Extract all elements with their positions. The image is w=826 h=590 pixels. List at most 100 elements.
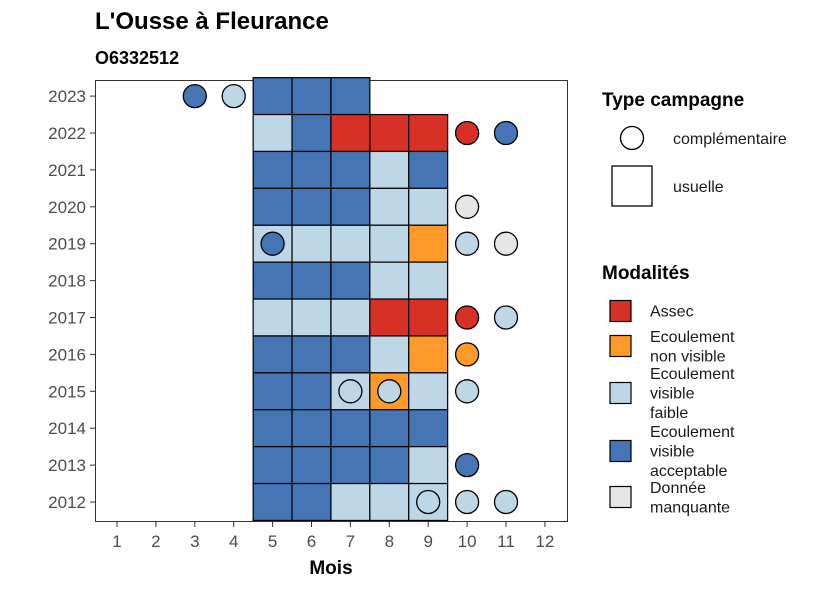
- y-tick-label: 2013: [48, 456, 86, 475]
- x-tick-label: 1: [112, 532, 121, 551]
- tile-2013-5: [252, 446, 293, 485]
- tile-2016-9: [408, 335, 449, 374]
- y-tick-label: 2021: [48, 161, 86, 180]
- legend-label-assec: Assec: [650, 304, 694, 321]
- point-2012-10: [454, 489, 480, 515]
- tile-2020-5: [252, 187, 293, 226]
- tile-2012-5: [252, 482, 293, 522]
- x-tick-label: 9: [423, 532, 432, 551]
- tile-2012-7: [330, 482, 371, 522]
- tile-2019-6: [291, 224, 332, 263]
- legend-swatch-assec: [609, 299, 632, 323]
- point-2022-11: [493, 120, 519, 146]
- legend-label-line: manquante: [650, 499, 730, 516]
- tile-2014-9: [408, 409, 449, 448]
- x-tick-label: 3: [190, 532, 199, 551]
- legend-label-ecoul_vf: Ecoulement visible faible: [650, 366, 735, 422]
- legend-swatch-nd: [609, 485, 632, 509]
- tile-2022-7: [330, 113, 371, 153]
- y-tick-label: 2015: [48, 382, 86, 401]
- tile-2018-6: [291, 261, 332, 300]
- tile-2015-9: [408, 372, 449, 411]
- tile-2014-8: [369, 409, 410, 448]
- point-2015-8: [377, 379, 402, 404]
- y-tick-label: 2020: [48, 198, 86, 217]
- tile-2017-7: [330, 298, 371, 337]
- tile-2013-7: [330, 446, 371, 485]
- chart-title: L'Ousse à Fleurance: [95, 8, 329, 35]
- tile-2018-7: [330, 261, 371, 300]
- tile-2022-9: [408, 113, 449, 153]
- tiles-layer: [252, 77, 449, 522]
- point-2012-11: [493, 489, 519, 515]
- tile-2017-5: [252, 298, 293, 337]
- legend-label-line: acceptable: [650, 463, 727, 480]
- x-tick-label: 5: [268, 532, 277, 551]
- legend-label-line: Assec: [650, 304, 694, 321]
- y-tick-label: 2023: [48, 87, 86, 106]
- tile-2015-6: [291, 372, 332, 411]
- legend-modalites: Modalités Assec Ecoulement non visibleEcou…: [602, 263, 735, 516]
- tile-2023-5: [252, 77, 293, 116]
- point-2019-11: [493, 231, 519, 256]
- legend-key-complementaire: [619, 125, 645, 151]
- y-tick-label: 2022: [48, 124, 86, 143]
- tile-2012-8: [369, 482, 410, 522]
- tile-2016-8: [369, 335, 410, 374]
- legend-mod-title: Modalités: [602, 263, 690, 284]
- chart-subtitle: O6332512: [95, 48, 179, 68]
- point-2015-10: [454, 379, 480, 404]
- y-tick-label: 2018: [48, 272, 86, 291]
- x-axis-title: Mois: [309, 558, 352, 579]
- x-tick-label: 10: [458, 532, 477, 551]
- tile-2019-7: [330, 224, 371, 263]
- y-tick-label: 2014: [48, 419, 86, 438]
- tile-2020-7: [330, 187, 371, 226]
- point-2012-9: [416, 489, 441, 515]
- legend-type-campagne: Type campagne complémentaire usuelle: [602, 90, 787, 207]
- y-tick-label: 2017: [48, 309, 86, 328]
- legend-swatch-ecoul_va: [609, 439, 632, 463]
- tile-2013-8: [369, 446, 410, 485]
- tile-2018-8: [369, 261, 410, 300]
- axes-layer: 1 2 3 4 5 6 7 8 9 10 11 122012201320142015201620172…: [48, 87, 554, 551]
- tile-2018-5: [252, 261, 293, 300]
- points-layer: [182, 83, 519, 515]
- point-2023-4: [221, 83, 246, 109]
- tile-2023-7: [330, 77, 371, 116]
- legend-type-title: Type campagne: [602, 90, 744, 111]
- point-2015-7: [338, 379, 363, 404]
- tile-2022-5: [252, 113, 293, 153]
- legend-label-line: visible: [650, 444, 695, 461]
- point-2019-10: [454, 231, 480, 256]
- point-2022-10: [454, 120, 480, 146]
- x-tick-label: 2: [151, 532, 160, 551]
- tile-2012-6: [291, 482, 332, 522]
- tile-2023-6: [291, 77, 332, 116]
- tile-2017-6: [291, 298, 332, 337]
- legend-label-line: Donnée: [650, 480, 706, 497]
- tile-2021-6: [291, 150, 332, 189]
- tile-2020-9: [408, 187, 449, 226]
- tile-2019-9: [408, 224, 449, 263]
- legend-key-usuelle: [611, 165, 653, 207]
- y-tick-label: 2019: [48, 235, 86, 254]
- tile-2020-6: [291, 187, 332, 226]
- legend-label-line: Ecoulement: [650, 329, 735, 346]
- legend-label-usuelle: usuelle: [673, 179, 724, 196]
- legend-label-ecoul_nv: Ecoulement non visible: [650, 329, 735, 366]
- point-2020-10: [454, 194, 480, 219]
- tile-2014-7: [330, 409, 371, 448]
- legend-label-line: non visible: [650, 348, 726, 365]
- y-tick-label: 2016: [48, 345, 86, 364]
- x-tick-label: 6: [307, 532, 316, 551]
- tile-2021-5: [252, 150, 293, 189]
- tile-2016-5: [252, 335, 293, 374]
- x-tick-label: 4: [229, 532, 238, 551]
- tile-2015-5: [252, 372, 293, 411]
- tile-2014-5: [252, 409, 293, 448]
- tile-2014-6: [291, 409, 332, 448]
- point-2013-10: [454, 452, 480, 478]
- tile-2021-9: [408, 150, 449, 189]
